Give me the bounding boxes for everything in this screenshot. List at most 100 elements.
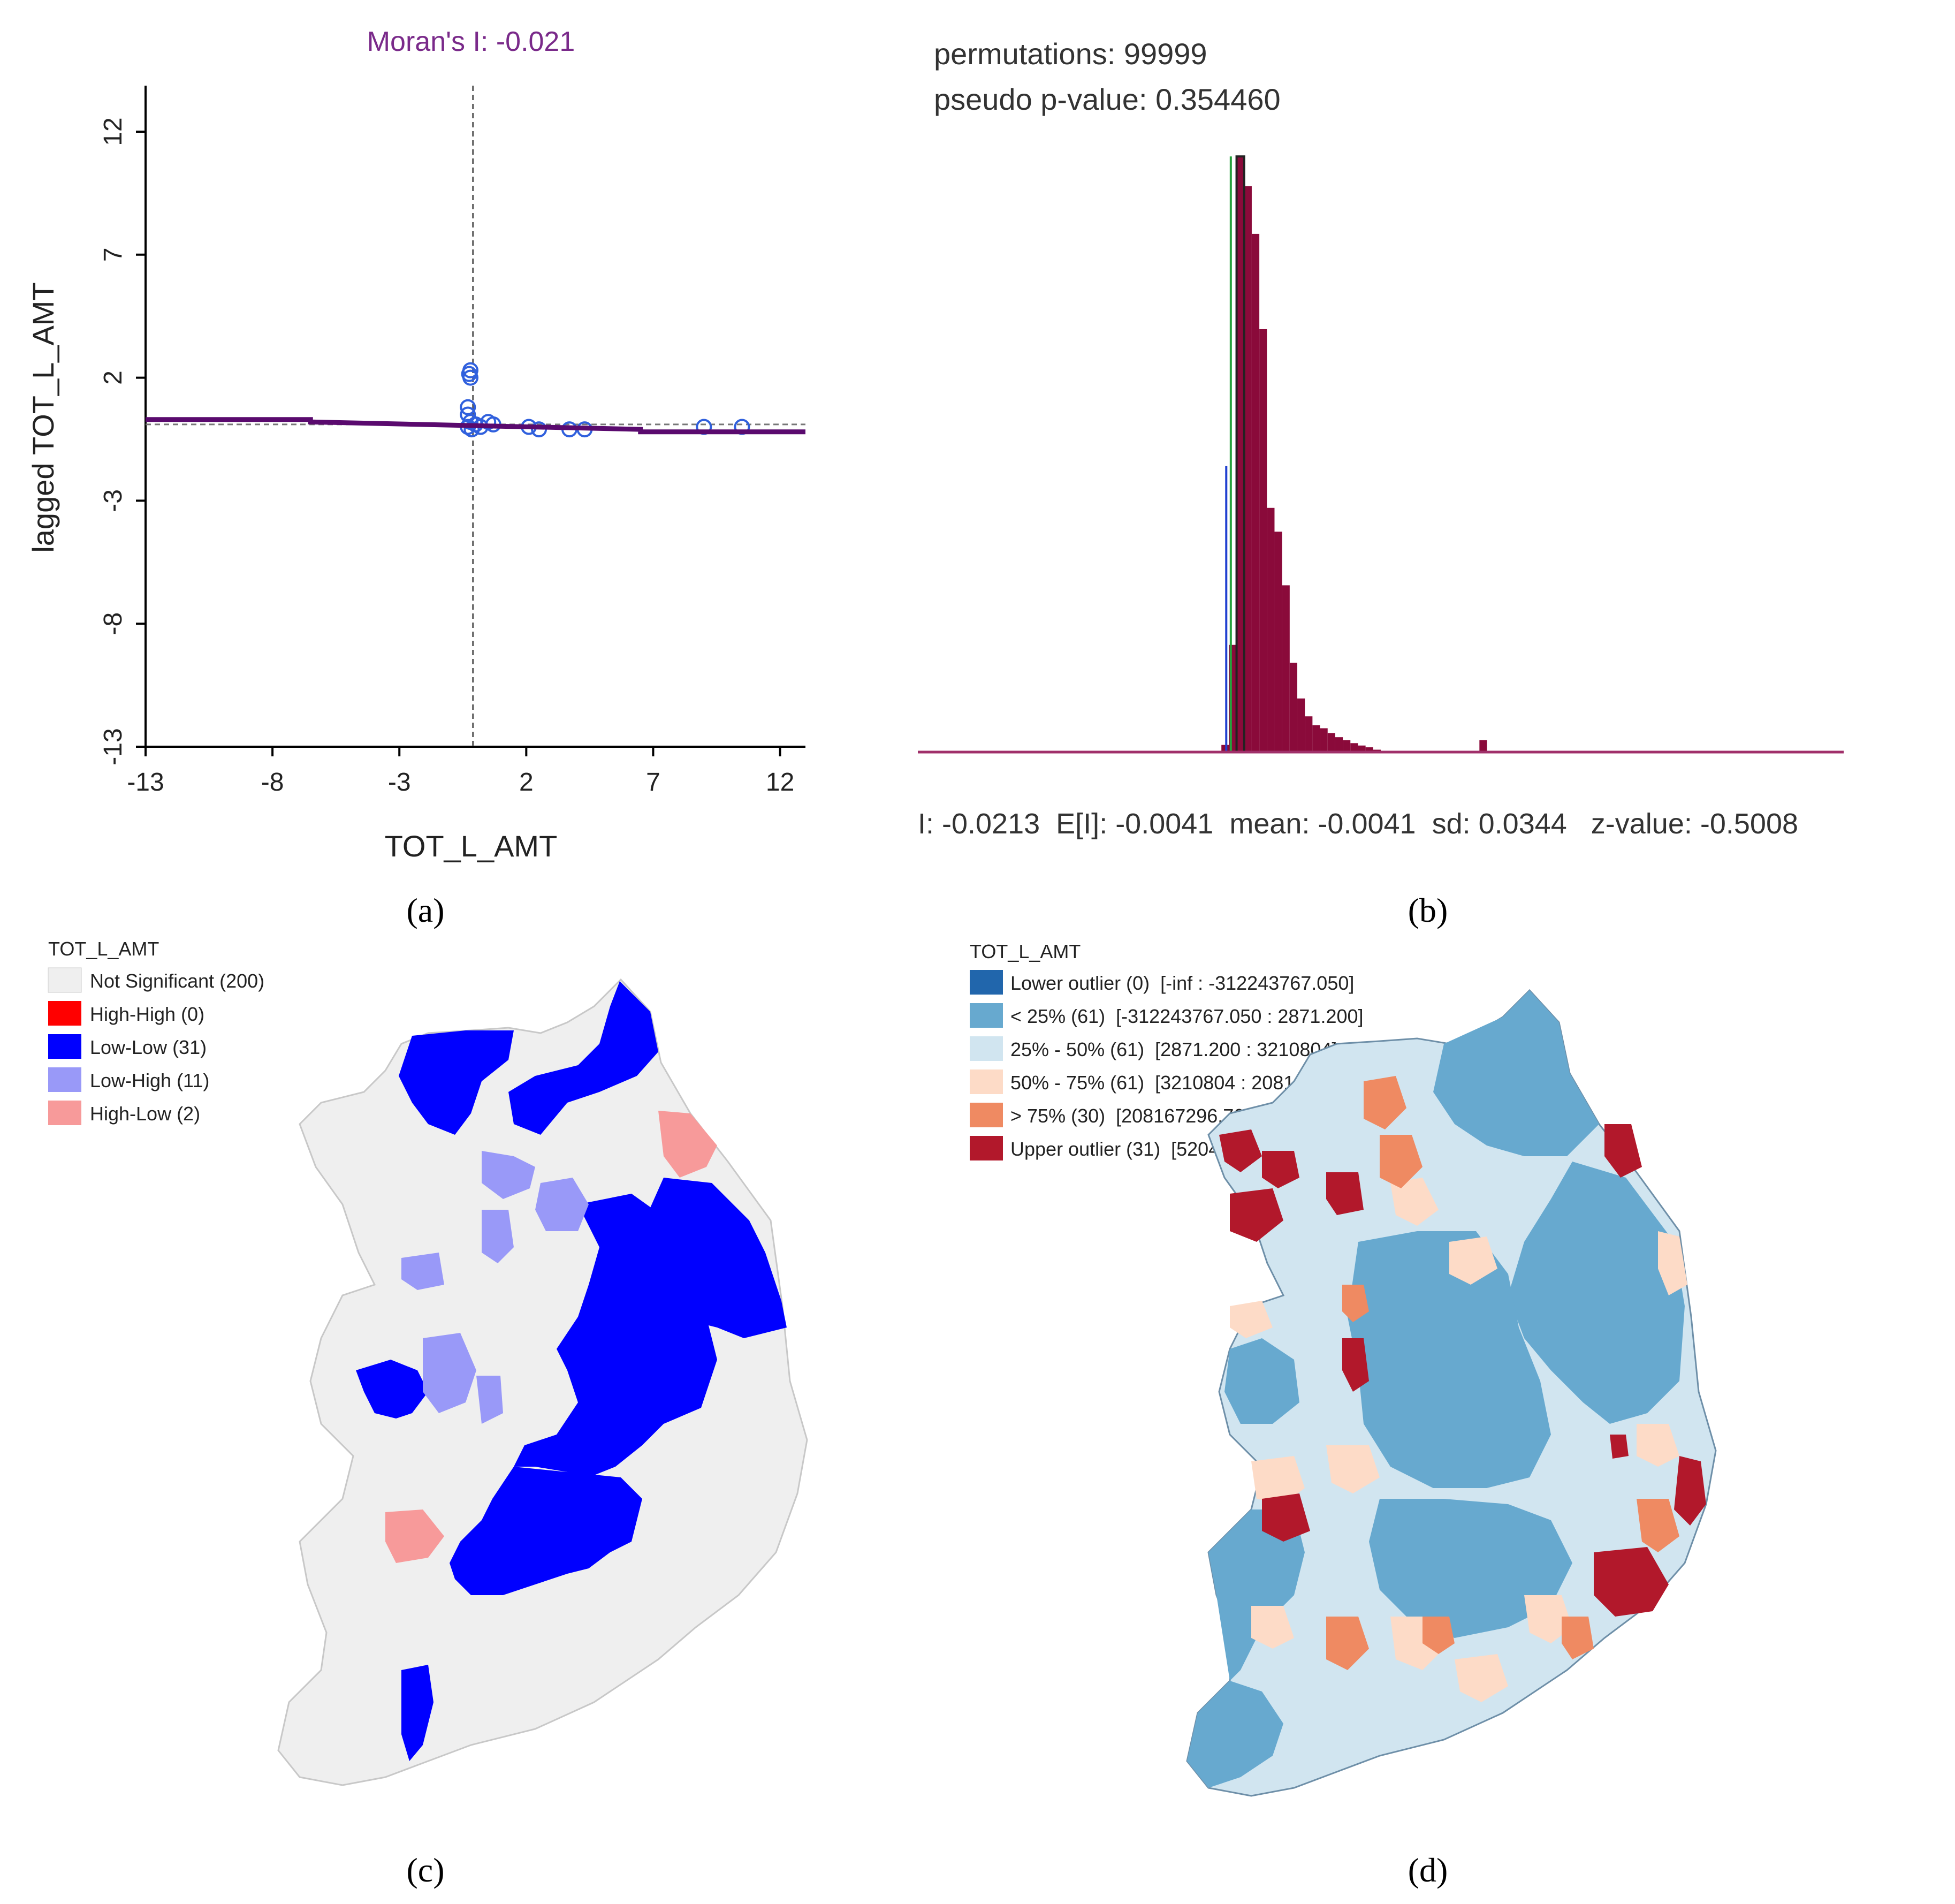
- legend-label-low-high: Low-High (11): [90, 1069, 209, 1091]
- upper-outlier-region-center: [1342, 1338, 1369, 1392]
- legend-swatch-q4: [970, 1103, 1003, 1127]
- x-tick-label: 2: [519, 768, 534, 797]
- legend-item-high-high: High-High (0): [48, 1001, 204, 1026]
- low-high-region-1: [482, 1151, 535, 1199]
- histogram-bar: [1244, 186, 1252, 753]
- legend-swatch-q3: [970, 1069, 1003, 1094]
- caption-a: (a): [406, 891, 444, 929]
- upper-outlier-region-small: [1610, 1435, 1629, 1459]
- legend-label-high-low: High-Low (2): [90, 1103, 200, 1125]
- caption-d: (d): [1408, 1851, 1448, 1889]
- histogram-bar: [1350, 743, 1358, 752]
- q3-region-9: [1455, 1654, 1508, 1702]
- y-tick-label: 7: [99, 247, 127, 262]
- q3-region-4: [1230, 1301, 1273, 1338]
- histogram-bar: [1479, 740, 1487, 752]
- legend-item-q1: < 25% (61) [-312243767.050 : 2871.200]: [970, 1003, 1364, 1028]
- x-tick-label: -13: [127, 768, 164, 797]
- q4-region-southeast-2: [1562, 1617, 1594, 1659]
- legend-swatch-q1: [970, 1003, 1003, 1028]
- histogram-bar: [1335, 737, 1343, 752]
- high-low-region-southwest: [385, 1509, 444, 1563]
- upper-outlier-region-metro-2: [1262, 1151, 1299, 1188]
- x-axis-ticks: -13 -8 -3 2 7 12: [127, 747, 794, 797]
- histogram-bar: [1274, 532, 1282, 752]
- histogram-bar: [1312, 725, 1320, 752]
- y-axis-ticks: -13 -8 -3 2 7 12: [99, 117, 146, 765]
- legend-swatch-upper-outlier: [970, 1136, 1003, 1160]
- q1-region-southwest: [1208, 1509, 1305, 1681]
- regression-line: [146, 417, 805, 435]
- marker-bar: [1225, 466, 1228, 752]
- q4-region-center-north: [1380, 1135, 1422, 1188]
- q1-region-north: [1433, 990, 1599, 1156]
- legend-label-q2: 25% - 50% (61) [2871.200 : 3210804]: [1010, 1038, 1337, 1060]
- legend-label-high-high: High-High (0): [90, 1003, 204, 1025]
- legend-label-lower-outlier: Lower outlier (0) [-inf : -312243767.050…: [1010, 972, 1354, 994]
- statistics-line: I: -0.0213 E[I]: -0.0041 mean: -0.0041 s…: [918, 808, 1798, 840]
- box-map-panel: TOT_L_AMT Lower outlier (0) [-inf : -312…: [970, 940, 1717, 1797]
- lisa-cluster-map-panel: TOT_L_AMT Not Significant (200) High-Hig…: [48, 938, 808, 1786]
- histogram-bar: [1297, 698, 1305, 752]
- q3-region-1: [1390, 1178, 1439, 1226]
- low-low-region-east: [642, 1178, 787, 1338]
- box-map: [1186, 989, 1717, 1797]
- legend-swatch-high-high: [48, 1001, 81, 1026]
- q3-region-5: [1251, 1456, 1305, 1504]
- histogram-bar: [1267, 507, 1275, 752]
- q3-region-11: [1524, 1595, 1572, 1643]
- q1-region-central: [1348, 1231, 1551, 1488]
- x-tick-label: 12: [766, 768, 794, 797]
- histogram-bar: [1365, 747, 1373, 752]
- high-low-region-northeast: [658, 1111, 717, 1178]
- q4-region-south-2: [1422, 1617, 1455, 1654]
- scatter-point: [463, 421, 480, 438]
- scatter-point: [460, 406, 476, 423]
- histogram-bar: [1282, 585, 1290, 752]
- upper-outlier-region-southwest: [1262, 1493, 1310, 1542]
- q4-region-south-1: [1326, 1617, 1369, 1670]
- q1-region-east: [1508, 1162, 1685, 1424]
- cluster-map: [277, 978, 808, 1786]
- legend-item-high-low: High-Low (2): [48, 1101, 200, 1125]
- low-low-region-north: [399, 1030, 514, 1135]
- observed-value-markers: [1225, 156, 1232, 753]
- legend-title-d: TOT_L_AMT: [970, 940, 1081, 962]
- y-tick-label: -13: [99, 728, 127, 765]
- histogram-bar: [1327, 733, 1335, 752]
- pseudo-p-value-text: pseudo p-value: 0.354460: [934, 82, 1281, 116]
- legend-label-q1: < 25% (61) [-312243767.050 : 2871.200]: [1010, 1005, 1364, 1027]
- legend-swatch-high-low: [48, 1101, 81, 1125]
- q1-region-far-southwest: [1187, 1681, 1283, 1788]
- histogram-bar: [1358, 745, 1366, 752]
- upper-outlier-region-northeast: [1604, 1124, 1642, 1178]
- permutations-text: permutations: 99999: [934, 37, 1207, 71]
- q3-region-3: [1658, 1231, 1687, 1295]
- histogram-bar: [1259, 329, 1267, 752]
- low-high-region-2: [535, 1178, 589, 1231]
- legend-item-not-significant: Not Significant (200): [48, 967, 264, 993]
- legend-label-not-significant: Not Significant (200): [90, 970, 264, 992]
- legend-swatch-q2: [970, 1036, 1003, 1061]
- legend-item-lower-outlier: Lower outlier (0) [-inf : -312243767.050…: [970, 970, 1354, 995]
- y-axis-label: lagged TOT_L_AMT: [26, 282, 60, 552]
- y-tick-label: -8: [99, 612, 127, 635]
- upper-outlier-region-east: [1674, 1456, 1706, 1526]
- upper-outlier-region-metro-1: [1219, 1129, 1262, 1172]
- caption-b: (b): [1408, 891, 1448, 929]
- histogram-bar: [1289, 663, 1298, 752]
- low-low-region-northeast: [508, 981, 658, 1135]
- scatter-point: [461, 366, 477, 382]
- moran-title: Moran's I: -0.021: [367, 26, 575, 57]
- y-tick-label: -3: [99, 489, 127, 512]
- x-tick-label: 7: [646, 768, 660, 797]
- low-high-region-4: [401, 1253, 444, 1290]
- marker-bar: [1229, 156, 1232, 753]
- legend-swatch-lower-outlier: [970, 970, 1003, 995]
- y-tick-label: 2: [99, 370, 127, 385]
- q3-region-2: [1449, 1237, 1497, 1285]
- upper-outlier-region-metro-3: [1230, 1188, 1283, 1242]
- low-high-region-6: [476, 1376, 503, 1424]
- legend-label-low-low: Low-Low (31): [90, 1036, 207, 1058]
